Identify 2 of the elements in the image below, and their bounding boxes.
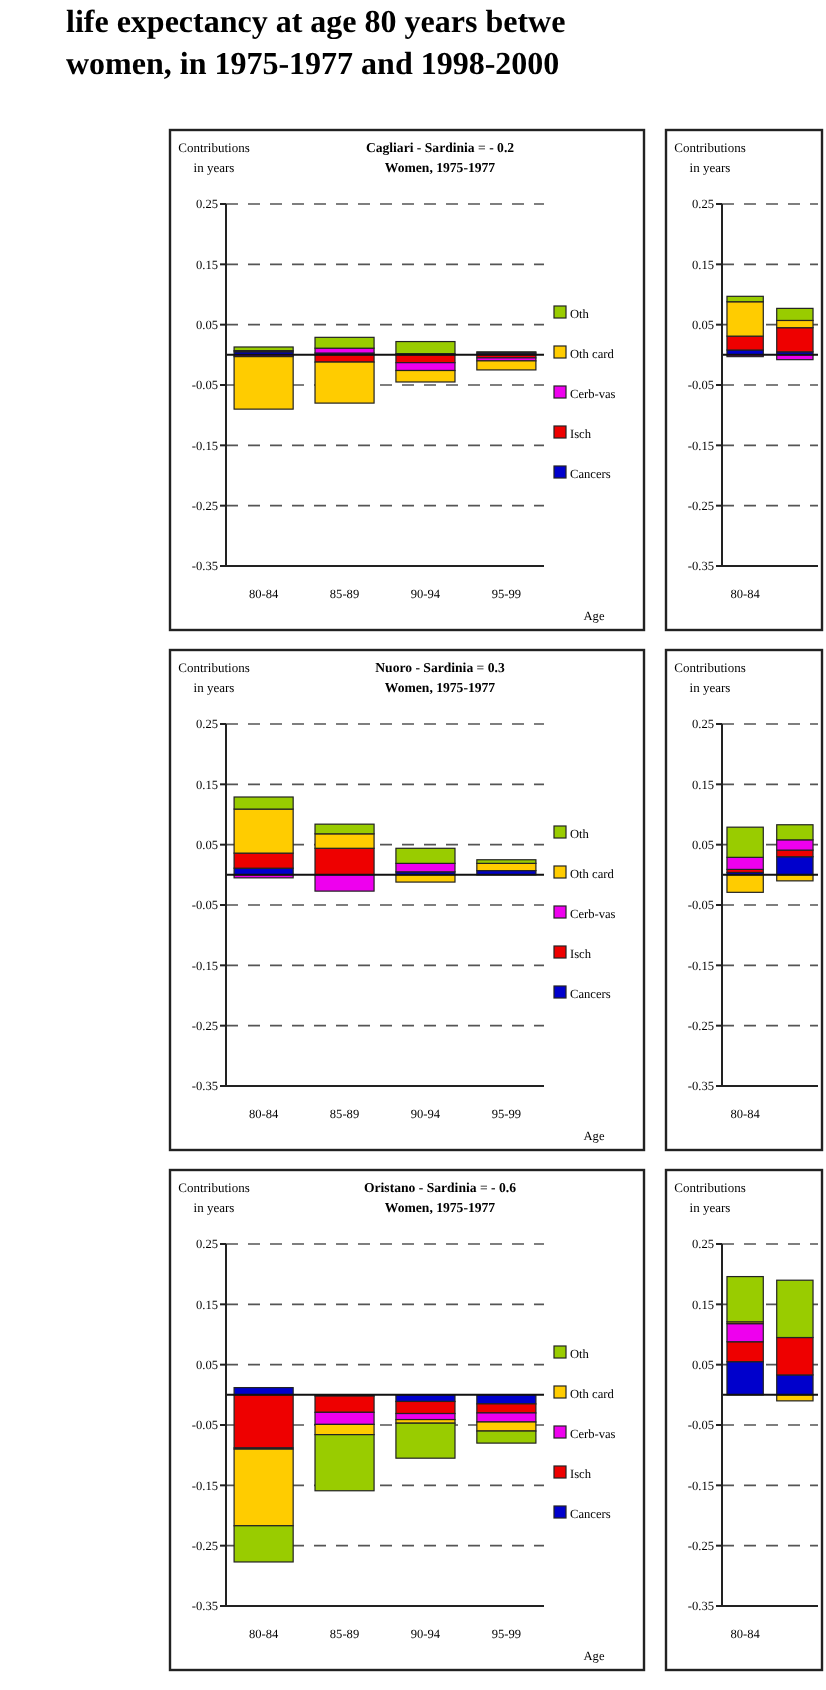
- text: women, in 1975-1977 and 1998-2000: [66, 48, 560, 82]
- text: life expectancy at age 80 years betwe: [66, 6, 566, 40]
